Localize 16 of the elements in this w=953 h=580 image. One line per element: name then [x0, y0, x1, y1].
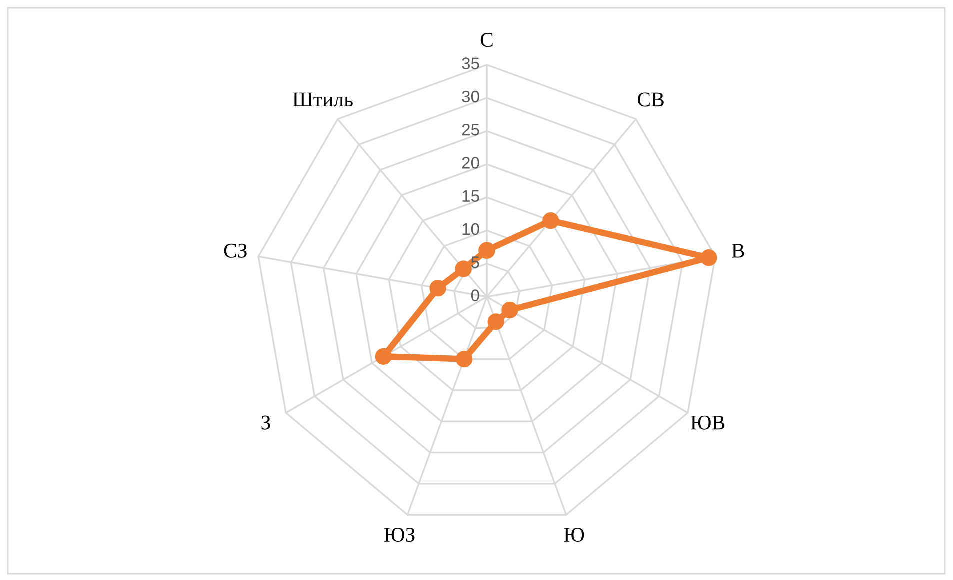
spoke-label: В [732, 244, 744, 258]
spoke-label: СВ [638, 92, 664, 107]
spoke-label: Ю [564, 528, 584, 542]
spoke-label: ЮЗ [384, 528, 415, 542]
y-tick-label: 35 [462, 58, 480, 70]
y-tick-label: 15 [462, 190, 480, 202]
y-tick-label: 30 [462, 90, 480, 103]
spoke-label: СЗ [224, 244, 247, 258]
y-tick-label: 20 [462, 157, 480, 169]
spoke-label: ЮВ [690, 416, 725, 430]
spoke-label: Штиль [292, 92, 353, 107]
spoke-label: З [262, 416, 270, 430]
y-tick-label: 0 [471, 290, 480, 302]
spoke-label: С [480, 33, 493, 48]
y-tick-label: 10 [462, 223, 480, 236]
y-tick-label: 25 [462, 124, 480, 136]
